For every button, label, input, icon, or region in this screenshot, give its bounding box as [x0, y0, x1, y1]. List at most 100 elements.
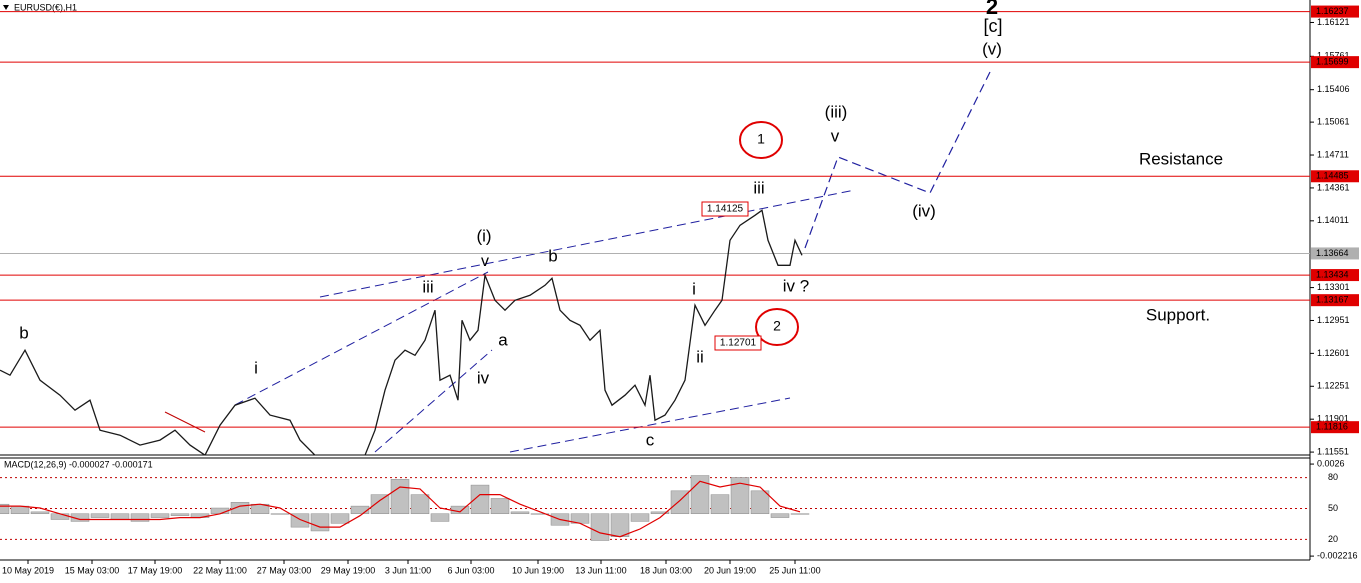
- macd-bar: [610, 513, 630, 537]
- level-label: 1.16237: [1316, 6, 1349, 16]
- macd-bar: [590, 513, 610, 541]
- macd-bar: [110, 513, 130, 520]
- macd-bar: [310, 513, 330, 532]
- y2-tick-label: 50: [1328, 503, 1338, 513]
- macd-bar: [430, 513, 450, 522]
- macd-bar: [470, 484, 490, 515]
- wave-label: iv: [477, 368, 490, 387]
- price-marker: 1.14125: [707, 204, 744, 215]
- y2-tick-label: 20: [1328, 534, 1338, 544]
- y-tick-label: 1.16121: [1317, 17, 1350, 27]
- y-tick-label: 1.12251: [1317, 381, 1350, 391]
- x-tick-label: 6 Jun 03:00: [447, 565, 494, 575]
- wave-circle: [755, 308, 799, 346]
- wave-projection: [804, 71, 991, 249]
- y-tick-label: 1.13301: [1317, 282, 1350, 292]
- y-tick-label: 1.14361: [1317, 182, 1350, 192]
- macd-bar: [390, 479, 410, 515]
- macd-bar: [790, 513, 810, 515]
- wave-circle: [739, 121, 783, 159]
- wave-label: ii: [696, 347, 704, 366]
- price-box: [714, 335, 762, 351]
- x-tick-label: 27 May 03:00: [257, 565, 312, 575]
- level-label: 1.13434: [1316, 269, 1349, 279]
- macd-bar: [30, 511, 50, 515]
- wave-label: 2: [773, 318, 781, 334]
- level-label: 1.13167: [1316, 295, 1349, 305]
- wave-label: (v): [982, 39, 1002, 58]
- macd-bar: [750, 490, 770, 515]
- wave-label: Resistance: [1139, 149, 1223, 168]
- y-tick-label: 1.15761: [1317, 51, 1350, 61]
- macd-bar: [270, 513, 290, 515]
- y-tick-label: 1.11901: [1317, 414, 1349, 424]
- macd-bar: [730, 477, 750, 515]
- level-label-box: [1311, 170, 1359, 183]
- wave-label: v: [481, 253, 489, 270]
- x-tick-label: 20 Jun 19:00: [704, 565, 756, 575]
- macd-series: [0, 475, 810, 541]
- macd-bar: [90, 513, 110, 518]
- wave-label: 1: [757, 131, 765, 147]
- macd-bar: [0, 503, 10, 515]
- macd-bar: [770, 513, 790, 518]
- wave-label: a: [498, 330, 508, 349]
- x-tick-label: 10 May 2019: [2, 565, 54, 575]
- y-tick-label: 1.15061: [1317, 116, 1350, 126]
- x-tick-label: 29 May 19:00: [321, 565, 376, 575]
- wave-label: i: [254, 358, 258, 377]
- level-label-box: [1311, 269, 1359, 282]
- price-marker: 1.12701: [720, 338, 757, 349]
- macd-bar: [50, 513, 70, 520]
- wave-label: (iv): [912, 201, 936, 220]
- wave-label: iii: [753, 178, 764, 197]
- x-tick-label: 18 Jun 03:00: [640, 565, 692, 575]
- wave-label: b: [548, 246, 557, 265]
- wave-label: 2: [986, 0, 998, 19]
- price-box: [701, 201, 749, 217]
- x-tick-label: 10 Jun 19:00: [512, 565, 564, 575]
- wave-label: Support.: [1146, 305, 1210, 324]
- wave-label: v: [831, 126, 840, 145]
- x-tick-label: 13 Jun 11:00: [575, 565, 626, 575]
- macd-bar: [150, 513, 170, 518]
- y-tick-label: 1.14711: [1317, 149, 1349, 159]
- price-line: [0, 209, 803, 455]
- wave-label: [c]: [983, 16, 1002, 36]
- menu-icon[interactable]: [3, 5, 9, 10]
- macd-bar: [350, 505, 370, 515]
- x-tick-label: 15 May 03:00: [65, 565, 120, 575]
- wave-label: iv ?: [783, 276, 809, 295]
- level-label-box: [1311, 247, 1359, 260]
- wave-label: (i): [476, 226, 491, 245]
- macd-bar: [170, 513, 190, 516]
- wave-label: c: [646, 430, 655, 449]
- trendline: [374, 349, 493, 453]
- macd-bar: [710, 494, 730, 515]
- macd-bar: [70, 513, 90, 522]
- level-label-box: [1311, 56, 1359, 69]
- y-tick-label: 1.11551: [1317, 446, 1349, 456]
- y-tick-label: 1.12951: [1317, 315, 1350, 325]
- indicator-title: MACD(12,26,9) -0.000027 -0.000171: [4, 459, 153, 469]
- macd-bar: [330, 513, 350, 524]
- wave-lines: [164, 71, 991, 453]
- y-tick-label: 1.12601: [1317, 348, 1350, 358]
- wave-label: i: [692, 279, 696, 298]
- macd-bar: [450, 505, 470, 515]
- x-tick-label: 17 May 19:00: [128, 565, 183, 575]
- macd-bar: [650, 511, 670, 515]
- level-label: 1.14485: [1316, 171, 1349, 181]
- y-tick-label: -0.002216: [1317, 550, 1358, 560]
- macd-bar: [510, 511, 530, 515]
- level-label-box: [1311, 421, 1359, 434]
- level-label: 1.15699: [1316, 57, 1349, 67]
- x-tick-label: 22 May 11:00: [193, 565, 247, 575]
- trendline: [319, 189, 856, 298]
- level-label-box: [1311, 294, 1359, 307]
- y-tick-label: 0.0026: [1317, 458, 1345, 468]
- wave-label: iii: [422, 277, 433, 296]
- macd-bar: [530, 513, 550, 515]
